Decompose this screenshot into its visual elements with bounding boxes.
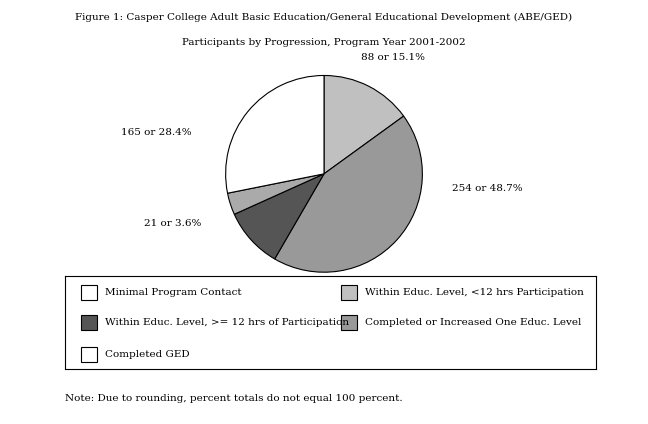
FancyBboxPatch shape — [81, 315, 97, 330]
Text: 21 or 3.6%: 21 or 3.6% — [144, 218, 201, 228]
Text: Minimal Program Contact: Minimal Program Contact — [104, 288, 241, 297]
FancyBboxPatch shape — [81, 285, 97, 300]
FancyBboxPatch shape — [341, 285, 357, 300]
Wedge shape — [227, 174, 324, 214]
Text: 165 or 28.4%: 165 or 28.4% — [121, 128, 191, 137]
Text: Completed or Increased One Educ. Level: Completed or Increased One Educ. Level — [365, 318, 581, 327]
Wedge shape — [226, 75, 324, 193]
Wedge shape — [275, 116, 422, 272]
FancyBboxPatch shape — [341, 315, 357, 330]
Wedge shape — [324, 75, 404, 174]
Text: Participants by Progression, Program Year 2001-2002: Participants by Progression, Program Yea… — [182, 38, 466, 47]
Text: 58 or 9.1%: 58 or 9.1% — [286, 297, 343, 306]
Text: 88 or 15.1%: 88 or 15.1% — [362, 53, 425, 62]
Text: Completed GED: Completed GED — [104, 350, 189, 360]
Text: Figure 1: Casper College Adult Basic Education/General Educational Development (: Figure 1: Casper College Adult Basic Edu… — [75, 13, 573, 22]
Text: Note: Due to rounding, percent totals do not equal 100 percent.: Note: Due to rounding, percent totals do… — [65, 394, 402, 403]
Text: Within Educ. Level, <12 hrs Participation: Within Educ. Level, <12 hrs Participatio… — [365, 288, 584, 297]
Text: 254 or 48.7%: 254 or 48.7% — [452, 184, 522, 193]
Wedge shape — [235, 174, 324, 259]
Text: Within Educ. Level, >= 12 hrs of Participation: Within Educ. Level, >= 12 hrs of Partici… — [104, 318, 349, 327]
FancyBboxPatch shape — [81, 347, 97, 363]
